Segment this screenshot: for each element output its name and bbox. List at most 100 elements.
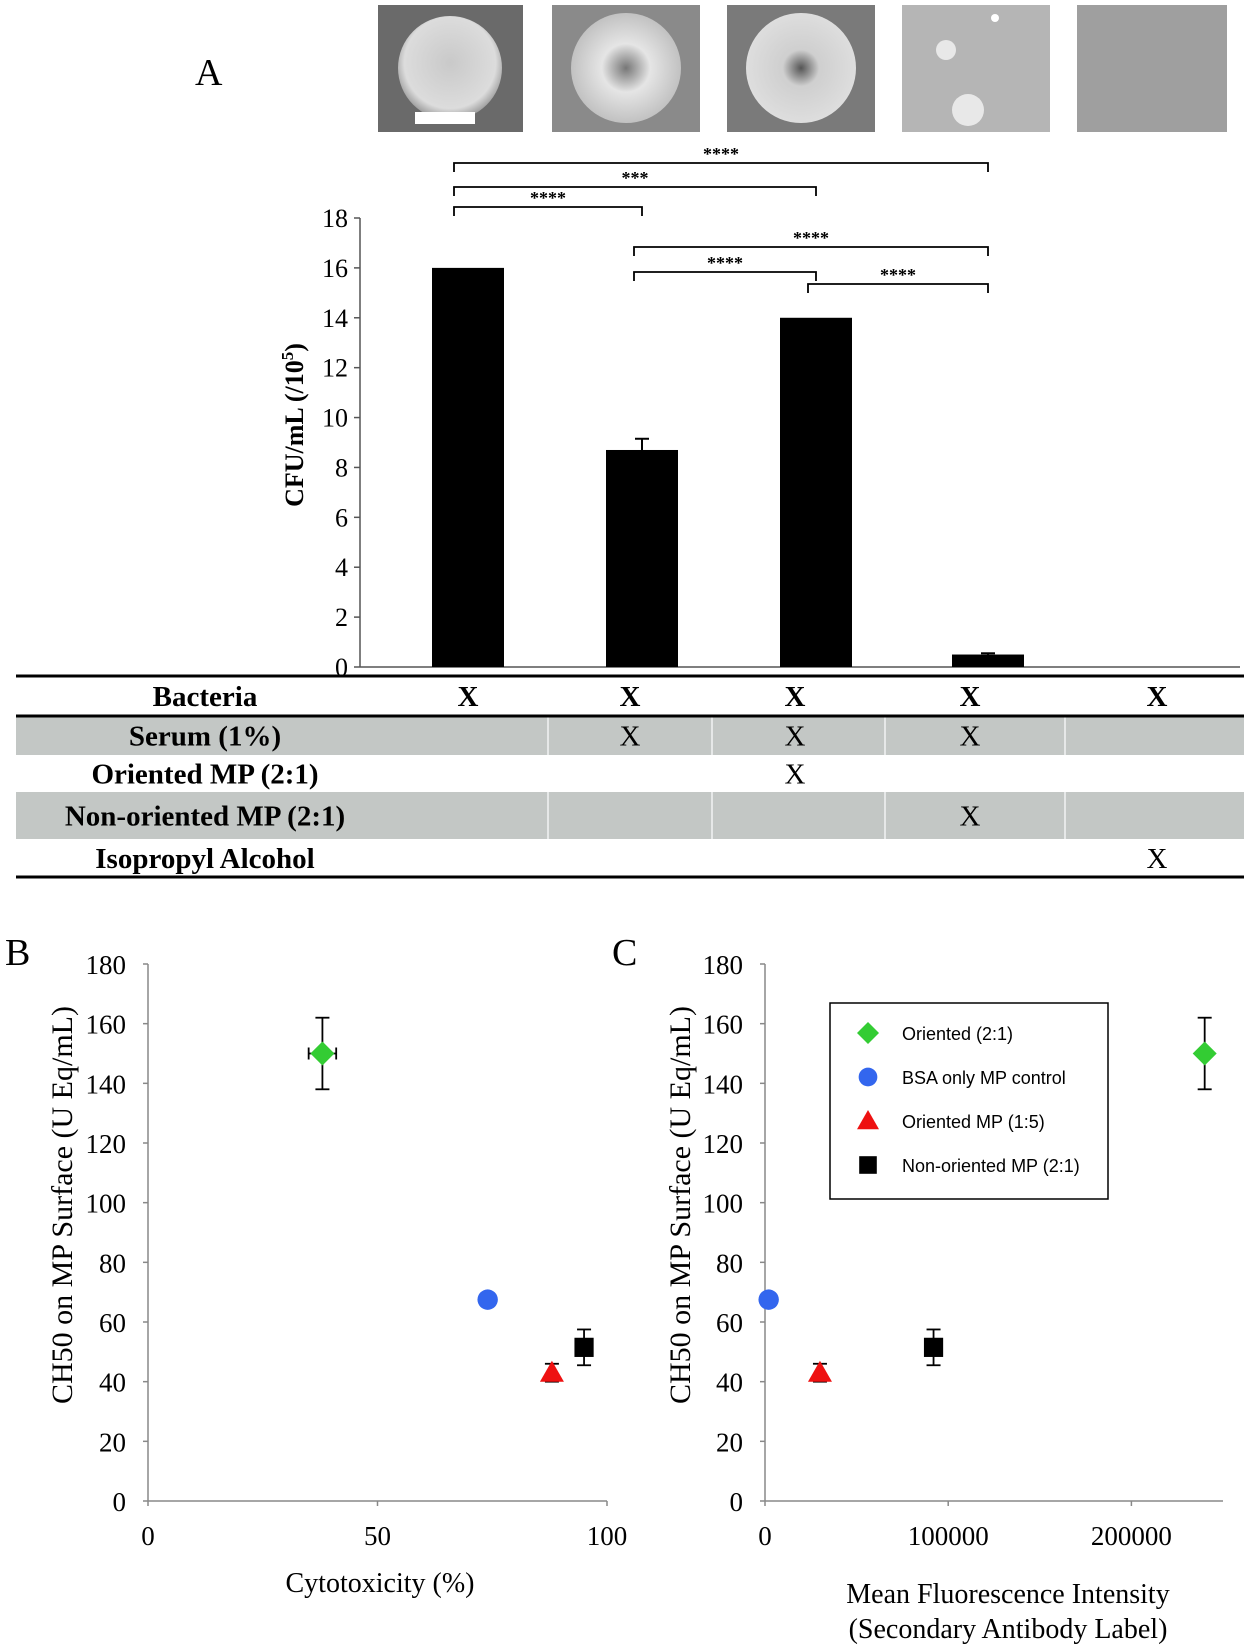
a-y-tick-label: 2	[335, 603, 348, 632]
scatter-point-triangle	[540, 1361, 564, 1382]
b-x-axis-label: Cytotoxicity (%)	[286, 1568, 475, 1599]
b-y-tick-label: 160	[86, 1010, 127, 1040]
table-mark: X	[458, 681, 479, 713]
thumb-non-oriented	[902, 5, 1050, 132]
table-mark: X	[960, 681, 981, 713]
thumb-bacteria	[378, 5, 523, 132]
table-row-label: Oriented MP (2:1)	[91, 759, 318, 791]
b-y-tick-label: 140	[86, 1069, 127, 1099]
c-y-tick-label: 20	[716, 1427, 743, 1457]
thumb-oriented	[727, 5, 875, 132]
table-mark: X	[785, 721, 806, 753]
c-y-tick-label: 60	[716, 1308, 743, 1338]
b-x-tick-label: 100	[587, 1521, 628, 1551]
chart-c: CH50 on MP Surface (U Eq/mL) Mean Fluore…	[664, 950, 1223, 1645]
c-legend-label: Non-oriented MP (2:1)	[902, 1156, 1080, 1176]
a-bar	[952, 655, 1024, 667]
a-bar	[780, 318, 852, 667]
c-legend: Oriented (2:1) BSA only MP control Oriente…	[830, 1003, 1108, 1199]
table-mark: X	[960, 801, 981, 833]
table-row-label: Serum (1%)	[129, 721, 281, 753]
a-y-tick-label: 6	[335, 503, 348, 532]
b-x-tick-label: 0	[141, 1521, 155, 1551]
a-significance-bracket	[454, 207, 642, 216]
a-y-tick-label: 8	[335, 453, 348, 482]
a-significance-bracket	[454, 187, 816, 196]
c-y-tick-label: 0	[730, 1487, 744, 1517]
a-y-tick-label: 0	[335, 653, 348, 682]
thumb-isopropyl	[1077, 5, 1227, 132]
table-mark: X	[785, 681, 806, 713]
c-y-tick-label: 120	[703, 1129, 744, 1159]
scatter-point-diamond	[310, 1042, 334, 1066]
b-y-tick-label: 80	[99, 1248, 126, 1278]
table-row-label: Bacteria	[153, 681, 258, 713]
b-y-tick-label: 40	[99, 1368, 126, 1398]
a-significance-bracket	[634, 272, 816, 281]
scatter-point-diamond	[1193, 1042, 1217, 1066]
chart-a: CFU/mL (/105) 024681012141618***********…	[278, 144, 1240, 682]
table-row-label: Non-oriented MP (2:1)	[65, 801, 345, 833]
c-x-tick-label: 0	[758, 1521, 772, 1551]
scatter-point-circle	[758, 1289, 778, 1309]
a-significance-label: ****	[880, 265, 916, 285]
a-significance-label: ****	[793, 228, 829, 248]
scatter-point-circle	[477, 1289, 497, 1309]
a-significance-label: ****	[707, 253, 743, 273]
a-significance-label: ***	[622, 168, 649, 188]
c-x-tick-label: 200000	[1091, 1521, 1172, 1551]
scatter-point-square	[924, 1338, 943, 1357]
table-mark: X	[960, 721, 981, 753]
scatter-point-square	[859, 1156, 877, 1174]
table-mark: X	[620, 721, 641, 753]
a-significance-bracket	[454, 163, 988, 172]
scatter-point-square	[574, 1338, 593, 1357]
b-y-tick-label: 120	[86, 1129, 127, 1159]
a-y-tick-label: 14	[322, 304, 348, 333]
a-y-tick-label: 10	[322, 404, 348, 433]
panel-label-c: C	[612, 932, 637, 974]
c-x-tick-label: 100000	[908, 1521, 989, 1551]
b-y-tick-label: 0	[113, 1487, 127, 1517]
b-y-tick-label: 100	[86, 1189, 127, 1219]
b-y-tick-label: 60	[99, 1308, 126, 1338]
b-y-tick-label: 180	[86, 950, 127, 980]
scatter-point-triangle	[808, 1361, 832, 1382]
b-y-tick-label: 20	[99, 1427, 126, 1457]
a-significance-label: ****	[530, 188, 566, 208]
a-y-axis-label: CFU/mL (/105)	[278, 343, 309, 507]
table-row-label: Isopropyl Alcohol	[95, 843, 314, 875]
c-legend-label: Oriented MP (1:5)	[902, 1112, 1045, 1132]
panel-label-b: B	[5, 932, 30, 974]
c-legend-label: BSA only MP control	[902, 1068, 1066, 1088]
thumb-serum	[552, 5, 700, 132]
a-y-tick-label: 18	[322, 204, 348, 233]
b-x-tick-label: 50	[364, 1521, 391, 1551]
chart-b: CH50 on MP Surface (U Eq/mL) Cytotoxicit…	[46, 950, 627, 1599]
c-y-axis-label: CH50 on MP Surface (U Eq/mL)	[664, 1006, 697, 1404]
a-y-tick-label: 12	[322, 354, 348, 383]
a-significance-bracket	[634, 247, 988, 256]
table-mark: X	[620, 681, 641, 713]
c-y-tick-label: 180	[703, 950, 744, 980]
b-y-axis-label: CH50 on MP Surface (U Eq/mL)	[46, 1006, 79, 1404]
a-significance-bracket	[808, 284, 988, 293]
scatter-point-circle	[859, 1068, 878, 1087]
figure: A B C CFU/mL (/105) 0 2 4 6 8 10 12 14 16 18 ****	[0, 0, 1252, 1645]
c-x-axis-label-line2: (Secondary Antibody Label)	[849, 1614, 1168, 1645]
a-y-tick-label: 16	[322, 254, 348, 283]
c-y-tick-label: 100	[703, 1189, 744, 1219]
c-y-tick-label: 160	[703, 1010, 744, 1040]
a-bar	[432, 268, 504, 667]
c-legend-label: Oriented (2:1)	[902, 1024, 1013, 1044]
c-y-tick-label: 80	[716, 1248, 743, 1278]
c-y-tick-label: 40	[716, 1368, 743, 1398]
table-mark: X	[1147, 843, 1168, 875]
panel-label-a: A	[195, 52, 223, 94]
a-bar	[606, 450, 678, 667]
c-y-tick-label: 140	[703, 1069, 744, 1099]
table-mark: X	[785, 759, 806, 791]
c-x-axis-label-line1: Mean Fluorescence Intensity	[846, 1579, 1169, 1610]
a-y-tick-label: 4	[335, 553, 348, 582]
